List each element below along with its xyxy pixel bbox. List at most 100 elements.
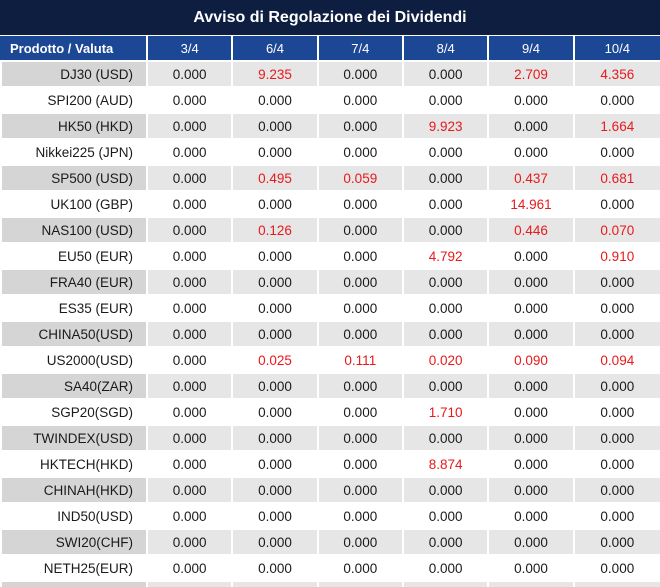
value-cell: 0.126 — [233, 218, 319, 244]
value-cell: 0.000 — [148, 192, 234, 218]
value-cell: 0.000 — [233, 88, 319, 114]
product-cell: CHINA50(USD) — [0, 322, 148, 348]
value-cell — [403, 582, 490, 587]
value-cell: 0.000 — [574, 556, 660, 582]
product-cell: ES35 (EUR) — [0, 296, 148, 322]
value-cell: 0.000 — [403, 296, 490, 322]
product-cell: SP500 (USD) — [0, 166, 148, 192]
value-cell: 0.059 — [318, 166, 404, 192]
value-cell: 0.000 — [318, 504, 404, 530]
value-cell: 0.000 — [318, 374, 404, 400]
column-header-date: 7/4 — [318, 36, 404, 62]
value-cell: 0.000 — [489, 270, 575, 296]
value-cell: 0.000 — [233, 452, 319, 478]
table-row: US2000(USD) 0.000 0.025 0.111 0.020 0.090 0.09… — [0, 348, 660, 374]
value-cell: 0.000 — [574, 192, 660, 218]
value-cell: 0.000 — [148, 140, 234, 166]
value-cell: 0.000 — [318, 114, 404, 140]
value-cell: 0.000 — [489, 114, 575, 140]
table-row: EU50 (EUR) 0.000 0.000 0.000 4.792 0.000 0.910 — [0, 244, 660, 270]
table-row: HK50 (HKD) 0.000 0.000 0.000 9.923 0.000 1.664 — [0, 114, 660, 140]
value-cell: 0.000 — [489, 556, 575, 582]
value-cell: 0.000 — [574, 478, 660, 504]
page-title: Avviso di Regolazione dei Dividendi — [0, 0, 660, 36]
table-row: NAS100 (USD) 0.000 0.126 0.000 0.000 0.446 0.0… — [0, 218, 660, 244]
value-cell: 0.000 — [233, 114, 319, 140]
value-cell: 0.000 — [233, 322, 319, 348]
value-cell — [318, 582, 404, 587]
product-cell: US2000(USD) — [0, 348, 148, 374]
value-cell: 0.000 — [403, 530, 490, 556]
table-row: FRA40 (EUR) 0.000 0.000 0.000 0.000 0.000 0.00… — [0, 270, 660, 296]
table-row: SP500 (USD) 0.000 0.495 0.059 0.000 0.437 0.68… — [0, 166, 660, 192]
product-cell: DJ30 (USD) — [0, 62, 148, 88]
value-cell: 0.000 — [148, 62, 234, 88]
value-cell — [233, 582, 319, 587]
value-cell: 0.000 — [403, 140, 490, 166]
value-cell: 0.437 — [489, 166, 575, 192]
value-cell: 0.000 — [318, 62, 404, 88]
value-cell: 0.000 — [148, 504, 234, 530]
value-cell: 0.000 — [574, 426, 660, 452]
value-cell: 0.446 — [489, 218, 575, 244]
value-cell: 0.000 — [403, 218, 490, 244]
value-cell: 0.000 — [148, 530, 234, 556]
value-cell: 0.000 — [318, 400, 404, 426]
value-cell: 0.000 — [318, 322, 404, 348]
value-cell: 0.000 — [318, 530, 404, 556]
value-cell: 9.923 — [403, 114, 490, 140]
value-cell: 0.000 — [318, 452, 404, 478]
value-cell: 0.000 — [148, 478, 234, 504]
value-cell: 0.000 — [489, 400, 575, 426]
value-cell: 0.111 — [318, 348, 404, 374]
value-cell: 0.000 — [233, 296, 319, 322]
value-cell: 0.000 — [318, 244, 404, 270]
value-cell: 0.000 — [489, 478, 575, 504]
product-cell: CHINAH(HKD) — [0, 478, 148, 504]
value-cell: 0.000 — [574, 504, 660, 530]
value-cell: 0.000 — [489, 244, 575, 270]
value-cell: 0.000 — [574, 400, 660, 426]
value-cell: 0.000 — [148, 114, 234, 140]
value-cell: 1.710 — [403, 400, 490, 426]
column-header-row: Prodotto / Valuta 3/4 6/4 7/4 8/4 9/4 10/4 — [0, 36, 660, 62]
value-cell: 0.681 — [574, 166, 660, 192]
product-cell: SPI200 (AUD) — [0, 88, 148, 114]
table-row: SA40(ZAR) 0.000 0.000 0.000 0.000 0.000 0.000 — [0, 374, 660, 400]
value-cell: 0.000 — [489, 504, 575, 530]
product-cell: SA40(ZAR) — [0, 374, 148, 400]
value-cell: 0.000 — [403, 556, 490, 582]
value-cell: 0.025 — [233, 348, 319, 374]
value-cell: 0.000 — [233, 504, 319, 530]
value-cell: 0.000 — [403, 166, 490, 192]
table-row: NETH25(EUR) 0.000 0.000 0.000 0.000 0.000 0.00… — [0, 556, 660, 582]
value-cell: 0.000 — [318, 426, 404, 452]
value-cell: 0.000 — [233, 478, 319, 504]
value-cell: 0.000 — [148, 374, 234, 400]
value-cell: 0.094 — [574, 348, 660, 374]
value-cell: 0.000 — [403, 270, 490, 296]
table-row: Nikkei225 (JPN) 0.000 0.000 0.000 0.000 0.000… — [0, 140, 660, 166]
column-header-date: 8/4 — [403, 36, 490, 62]
value-cell: 8.874 — [403, 452, 490, 478]
value-cell: 0.000 — [489, 530, 575, 556]
value-cell: 4.792 — [403, 244, 490, 270]
product-cell: UK100 (GBP) — [0, 192, 148, 218]
table-row: IND50(USD) 0.000 0.000 0.000 0.000 0.000 0.000 — [0, 504, 660, 530]
value-cell: 0.000 — [574, 140, 660, 166]
value-cell: 0.000 — [148, 270, 234, 296]
value-cell: 0.000 — [318, 270, 404, 296]
value-cell: 0.000 — [233, 400, 319, 426]
value-cell: 0.000 — [574, 452, 660, 478]
value-cell: 0.000 — [318, 88, 404, 114]
product-cell: TWINDEX(USD) — [0, 426, 148, 452]
value-cell: 0.000 — [574, 374, 660, 400]
product-cell: SGP20(SGD) — [0, 400, 148, 426]
table-row: SWI20(CHF) 0.000 0.000 0.000 0.000 0.000 0.000 — [0, 530, 660, 556]
value-cell: 0.910 — [574, 244, 660, 270]
value-cell: 0.070 — [574, 218, 660, 244]
value-cell: 0.000 — [148, 400, 234, 426]
table-row-partial — [0, 582, 660, 587]
